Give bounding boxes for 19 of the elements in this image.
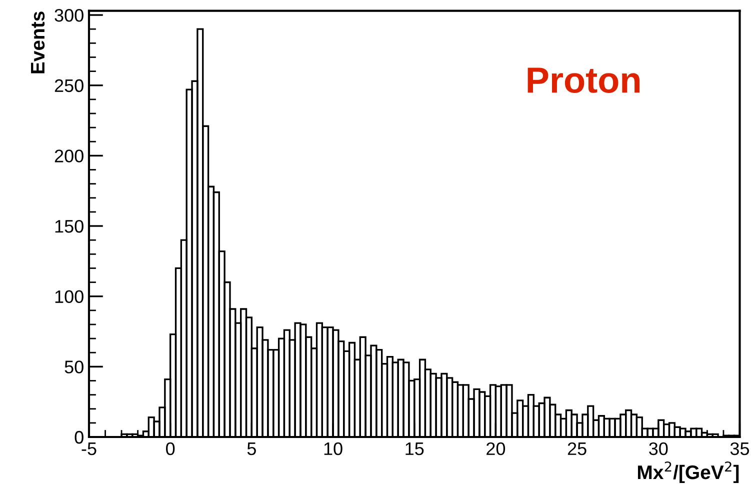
y-tick-label: 200 xyxy=(54,150,84,162)
y-tick-label: 150 xyxy=(55,220,84,233)
y-axis-title: Events xyxy=(31,12,45,74)
x-tick-label: 25 xyxy=(568,442,586,456)
y-tick-label: 0 xyxy=(74,430,84,444)
x-tick-label: 5 xyxy=(247,442,256,456)
x-tick-label: 20 xyxy=(486,442,506,456)
x-tick-label: -5 xyxy=(82,442,96,456)
x-tick-label: 30 xyxy=(649,442,668,456)
x-tick-label: 35 xyxy=(730,442,750,456)
y-tick-label: 300 xyxy=(54,8,84,22)
x-axis-title: Mx$^{2}$/[GeV$^{2}$] xyxy=(638,461,739,484)
x-tick-label: 15 xyxy=(406,442,424,456)
x-tick-label: 10 xyxy=(324,442,342,456)
annotation: Proton xyxy=(528,68,640,93)
y-tick-label: 50 xyxy=(64,360,84,374)
y-tick-label: 250 xyxy=(54,79,84,92)
x-tick-label: 0 xyxy=(166,442,175,456)
y-tick-label: 100 xyxy=(55,290,84,304)
